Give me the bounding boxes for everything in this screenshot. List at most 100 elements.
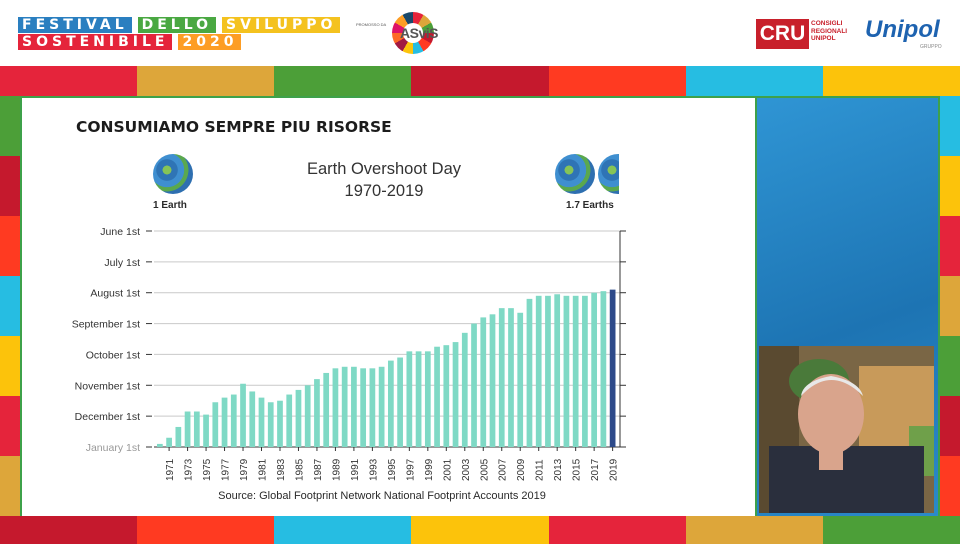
- bar: [230, 394, 237, 447]
- x-tick-label: 1981: [258, 458, 269, 481]
- bar: [434, 346, 440, 447]
- sdg-stripe: [274, 66, 412, 96]
- sdg-side-stripe: [0, 216, 20, 276]
- bar: [314, 379, 320, 447]
- bar: [508, 308, 514, 447]
- x-tick-label: 1973: [184, 458, 195, 481]
- partial-earth-globe-icon: [598, 154, 619, 194]
- header-bar: FESTIVAL DELLO SVILUPPO SOSTENIBILE 2020…: [0, 0, 960, 66]
- bar: [406, 351, 413, 447]
- bar: [258, 397, 265, 447]
- sdg-side-stripe: [0, 276, 20, 336]
- x-tick-label: 2019: [609, 458, 620, 481]
- bar: [397, 357, 403, 447]
- sdg-side-stripe: [940, 156, 960, 216]
- bar: [424, 351, 431, 447]
- festival-word: SVILUPPO: [222, 17, 341, 33]
- x-tick-label: 2013: [553, 458, 564, 481]
- asvis-logo: ASviS: [400, 25, 438, 41]
- slide-title: CONSUMIAMO SEMPRE PIU RISORSE: [76, 118, 392, 136]
- bar: [351, 366, 357, 447]
- bar: [175, 426, 182, 447]
- x-tick-label: 1991: [350, 458, 361, 481]
- x-tick-label: 2003: [461, 458, 472, 481]
- bar: [212, 402, 219, 447]
- y-tick-label: November 1st: [75, 380, 140, 392]
- bar: [545, 295, 551, 447]
- sdg-stripe: [274, 516, 412, 544]
- cru-subtitle: CONSIGLI REGIONALI UNIPOL: [811, 20, 848, 42]
- sdg-stripe: [137, 516, 275, 544]
- x-tick-label: 1983: [276, 458, 287, 481]
- sdg-stripe: [411, 66, 549, 96]
- y-tick-label: December 1st: [75, 411, 140, 423]
- bar: [323, 372, 330, 447]
- x-tick-label: 2011: [535, 459, 546, 481]
- bar: [267, 402, 274, 447]
- sdg-side-stripe: [0, 396, 20, 456]
- bar: [304, 385, 311, 447]
- bar: [554, 294, 561, 447]
- y-tick-label: October 1st: [86, 349, 140, 361]
- sdg-stripe: [0, 516, 138, 544]
- bar: [277, 400, 283, 447]
- sdg-stripe: [822, 66, 960, 96]
- bar: [591, 292, 598, 447]
- bar: [378, 366, 385, 447]
- sdg-stripe: [411, 516, 549, 544]
- sdg-side-stripe: [940, 336, 960, 396]
- promoter-label: PROMOSSO DA: [356, 22, 387, 27]
- cru-logo: CRU: [756, 19, 809, 49]
- chart-title-main: Earth Overshoot Day: [306, 160, 462, 178]
- bar: [535, 295, 542, 447]
- bar: [193, 411, 200, 447]
- y-tick-label: June 1st: [100, 226, 140, 238]
- bar: [341, 366, 348, 447]
- sdg-stripe: [0, 66, 138, 96]
- bar: [498, 308, 505, 447]
- sdg-side-stripe: [940, 216, 960, 276]
- sdg-side-stripe: [940, 396, 960, 456]
- bar: [489, 314, 496, 447]
- bar: [563, 295, 570, 447]
- x-tick-label: 1975: [202, 458, 213, 481]
- bar: [249, 391, 256, 447]
- x-tick-label: 1993: [368, 458, 379, 481]
- bar: [166, 437, 172, 447]
- bar: [461, 332, 468, 447]
- x-tick-label: 1979: [239, 458, 250, 481]
- bar: [471, 323, 477, 447]
- x-tick-label: 2017: [590, 458, 601, 481]
- x-tick-label: 2005: [479, 458, 490, 481]
- bar: [388, 360, 394, 447]
- bar: [572, 295, 579, 447]
- bar: [360, 368, 367, 447]
- x-tick-label: 2009: [516, 458, 527, 481]
- sdg-side-stripe: [940, 456, 960, 516]
- y-tick-label: July 1st: [104, 257, 140, 269]
- unipol-subtitle: GRUPPO: [920, 44, 942, 50]
- y-tick-label: September 1st: [72, 319, 140, 331]
- speaker-video: [759, 346, 934, 513]
- bar: [286, 394, 293, 447]
- bar: [203, 414, 209, 447]
- x-tick-label: 2001: [442, 458, 453, 481]
- y-tick-label: January 1st: [86, 442, 140, 454]
- bar: [582, 295, 588, 447]
- sdg-stripe: [822, 516, 960, 544]
- x-tick-label: 1999: [424, 458, 435, 481]
- sdg-stripe: [137, 66, 275, 96]
- sdg-stripe: [685, 66, 823, 96]
- earth-globe-icon: [555, 154, 595, 194]
- x-tick-label: 2007: [498, 458, 509, 481]
- chart-subtitle: 1970-2019: [344, 182, 424, 200]
- bar: [443, 345, 450, 447]
- bar: [295, 389, 302, 447]
- bar: [517, 312, 524, 447]
- sdg-stripe: [548, 66, 686, 96]
- festival-word: SOSTENIBILE: [18, 34, 173, 50]
- sdg-stripe: [685, 516, 823, 544]
- y-tick-label: August 1st: [90, 288, 140, 300]
- bar: [184, 411, 191, 447]
- earth-globe-icon: [598, 154, 619, 194]
